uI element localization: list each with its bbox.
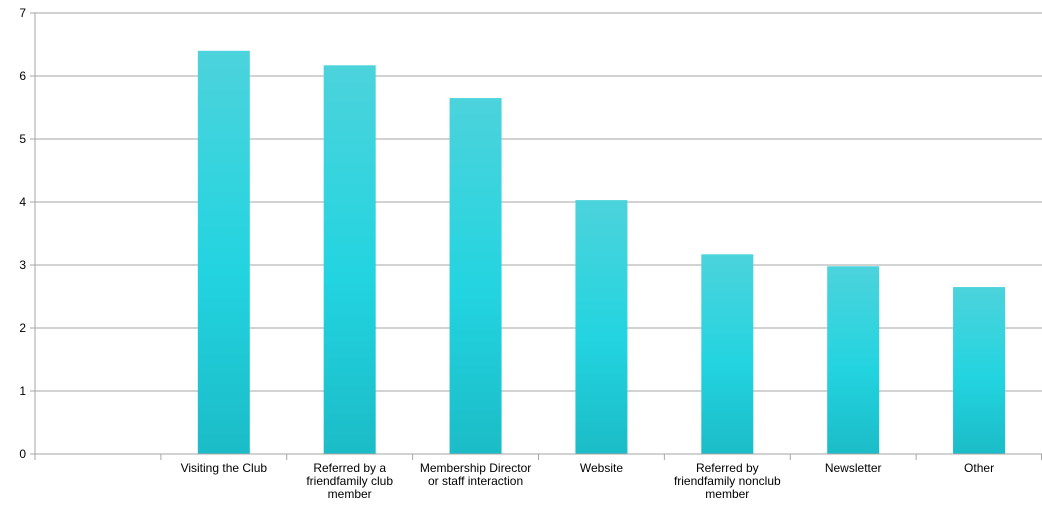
x-category-label: friendfamily club (306, 474, 393, 488)
y-tick-label: 0 (19, 447, 26, 461)
axes (30, 12, 1042, 460)
x-category-label: Other (964, 461, 994, 475)
bar (701, 254, 754, 454)
x-category-label: member (328, 487, 372, 501)
y-tick-label: 4 (19, 195, 26, 209)
bar (575, 200, 628, 454)
bar (197, 50, 250, 455)
y-tick-label: 2 (19, 321, 26, 335)
bar (323, 65, 376, 454)
x-category-labels: Visiting the Club Referred by afriendfami… (181, 461, 995, 501)
y-tick-label: 5 (19, 132, 26, 146)
x-category-label: or staff interaction (428, 474, 523, 488)
x-category-label: friendfamily nonclub (674, 474, 781, 488)
x-category-label: member (705, 487, 749, 501)
x-category-label: Referred by (696, 461, 759, 475)
x-category-label: Membership Director (420, 461, 531, 475)
x-category-label: Newsletter (825, 461, 882, 475)
bar (953, 287, 1006, 454)
bars (197, 50, 1006, 455)
y-tick-label: 3 (19, 258, 26, 272)
x-category-label: Visiting the Club (181, 461, 268, 475)
y-tick-label: 7 (19, 6, 26, 20)
bar (827, 266, 880, 454)
y-tick-label: 1 (19, 384, 26, 398)
bar (449, 98, 502, 455)
y-tick-label: 6 (19, 69, 26, 83)
y-tick-labels: 0 1 2 3 4 5 6 7 (19, 6, 26, 461)
x-category-label: Website (580, 461, 623, 475)
gridlines (35, 12, 1042, 392)
x-category-label: Referred by a (313, 461, 386, 475)
